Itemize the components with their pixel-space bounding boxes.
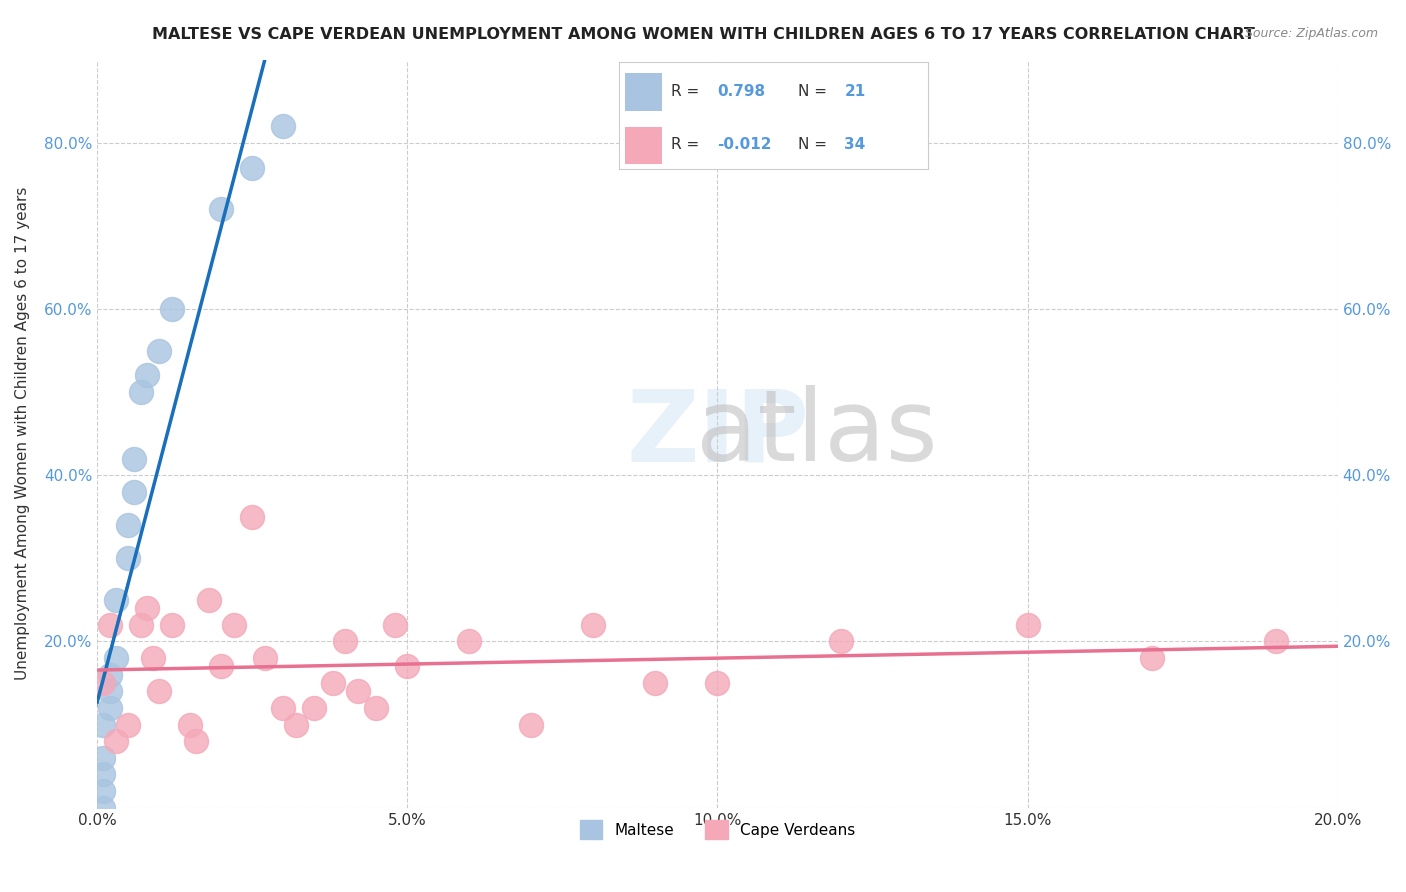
Point [366, 701, 388, 715]
Text: ZIP: ZIP [626, 385, 808, 483]
Y-axis label: Unemployment Among Women with Children Ages 6 to 17 years: Unemployment Among Women with Children A… [15, 187, 30, 681]
Point [209, 202, 232, 217]
Point [98, 701, 121, 715]
Point [271, 119, 294, 133]
Text: N =: N = [799, 137, 832, 153]
Point [98, 667, 121, 681]
Point [706, 676, 728, 690]
Point [644, 676, 666, 690]
Point [253, 651, 276, 665]
Point [396, 659, 419, 673]
Point [93, 784, 115, 798]
Point [830, 634, 852, 648]
Point [142, 651, 165, 665]
Text: 0.798: 0.798 [717, 84, 766, 99]
Point [104, 734, 127, 748]
Point [135, 601, 157, 615]
Point [93, 676, 115, 690]
Point [304, 701, 326, 715]
Point [240, 161, 263, 175]
Point [98, 684, 121, 698]
Point [222, 618, 245, 632]
Point [148, 343, 170, 358]
Point [284, 717, 307, 731]
Legend: Maltese, Cape Verdeans: Maltese, Cape Verdeans [574, 814, 862, 845]
Text: 34: 34 [845, 137, 866, 153]
Point [117, 717, 139, 731]
Point [124, 484, 146, 499]
Point [520, 717, 543, 731]
Point [98, 618, 121, 632]
FancyBboxPatch shape [624, 73, 662, 111]
Point [93, 751, 115, 765]
Point [160, 301, 183, 316]
Text: MALTESE VS CAPE VERDEAN UNEMPLOYMENT AMONG WOMEN WITH CHILDREN AGES 6 TO 17 YEAR: MALTESE VS CAPE VERDEAN UNEMPLOYMENT AMO… [152, 27, 1254, 42]
Point [124, 451, 146, 466]
Point [104, 651, 127, 665]
Point [160, 618, 183, 632]
Point [148, 684, 170, 698]
Point [384, 618, 406, 632]
Point [458, 634, 481, 648]
Point [129, 385, 152, 400]
Text: Source: ZipAtlas.com: Source: ZipAtlas.com [1244, 27, 1378, 40]
Text: 21: 21 [845, 84, 866, 99]
Point [1264, 634, 1286, 648]
Point [346, 684, 368, 698]
Point [240, 509, 263, 524]
Point [135, 368, 157, 383]
Point [93, 767, 115, 781]
Point [129, 618, 152, 632]
Point [93, 717, 115, 731]
Text: R =: R = [671, 84, 704, 99]
Point [335, 634, 357, 648]
Point [179, 717, 201, 731]
Point [117, 551, 139, 566]
Text: N =: N = [799, 84, 832, 99]
Point [582, 618, 605, 632]
Point [209, 659, 232, 673]
Point [322, 676, 344, 690]
Text: -0.012: -0.012 [717, 137, 772, 153]
Point [1140, 651, 1163, 665]
Point [186, 734, 208, 748]
Point [198, 593, 221, 607]
Text: atlas: atlas [696, 385, 938, 483]
Point [117, 518, 139, 533]
Point [1017, 618, 1039, 632]
Point [271, 701, 294, 715]
Text: R =: R = [671, 137, 704, 153]
Point [104, 593, 127, 607]
FancyBboxPatch shape [624, 127, 662, 164]
Point [93, 801, 115, 815]
